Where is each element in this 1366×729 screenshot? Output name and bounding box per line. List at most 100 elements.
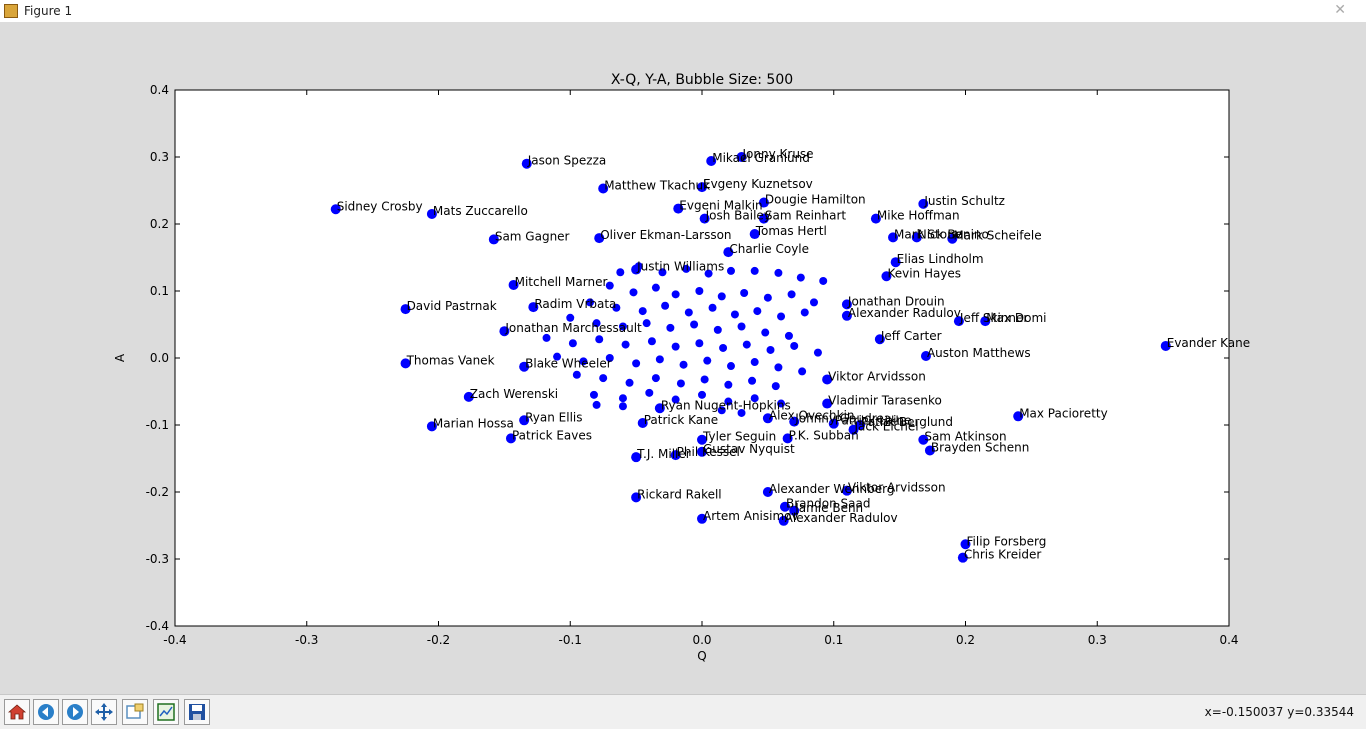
point-label: Mats Zuccarello [433,204,528,218]
data-point [841,485,852,496]
data-point [572,370,581,379]
data-point [713,325,722,334]
point-label: Josh Bailey [705,209,771,223]
x-tick-label: -0.4 [163,633,186,647]
window-title: Figure 1 [24,4,73,18]
figure-canvas[interactable]: X-Q, Y-A, Bubble Size: 500 Q A -0.4 -0.3-… [0,22,1366,694]
data-point [661,301,670,310]
data-point [796,273,805,282]
data-point [774,363,783,372]
scatter-chart[interactable]: X-Q, Y-A, Bubble Size: 500 Q A -0.4 -0.3-… [0,22,1366,694]
data-point [631,452,642,463]
data-point [632,359,641,368]
data-point [618,402,627,411]
home-icon [7,704,27,720]
point-label: Brayden Schenn [931,440,1029,454]
x-tick-label: -0.2 [427,633,450,647]
data-point [888,232,899,243]
data-point [953,316,964,327]
back-button[interactable] [33,699,59,725]
data-point [777,399,786,408]
data-point [599,374,608,383]
data-point [654,403,665,414]
data-point [679,360,688,369]
point-label: Patrick Laine [835,414,912,428]
point-label: Rickard Rakell [637,487,722,501]
home-button[interactable] [4,699,30,725]
data-point [706,156,717,167]
data-point [658,268,667,277]
zoom-rect-icon [126,703,144,719]
data-point [798,367,807,376]
data-point [790,341,799,350]
close-icon[interactable]: ✕ [1334,2,1346,18]
save-button[interactable] [184,699,210,725]
point-label: Mike Hoffman [877,209,960,223]
data-point [651,283,660,292]
matplotlib-app-icon [4,4,18,18]
zoom-button[interactable] [122,699,148,725]
pan-button[interactable] [91,699,117,725]
data-point [774,268,783,277]
data-point [737,322,746,331]
point-label: Chris Kreider [964,548,1042,562]
subplots-button[interactable] [153,699,179,725]
x-tick-label: 0.3 [1088,633,1107,647]
data-point [618,394,627,403]
data-point [749,229,760,240]
data-point [697,182,707,193]
data-point [1013,411,1024,422]
forward-button[interactable] [62,699,88,725]
data-point [697,434,707,445]
data-point [717,292,726,301]
data-point [766,345,775,354]
point-label: Gustav Nyquist [703,442,795,456]
data-point [724,380,733,389]
data-point [822,398,833,409]
data-point [592,400,601,409]
data-point [763,293,772,302]
data-point [638,307,647,316]
move-icon [95,703,113,721]
data-point [616,268,625,277]
data-point [789,416,800,427]
data-point [621,340,630,349]
point-label: Johnny Gaudreau [794,412,899,426]
point-label: Jonny Kruse [742,147,814,161]
data-point [629,288,638,297]
point-label: Alexander Radulov [848,306,961,320]
data-point [726,266,735,275]
point-label: Dougie Hamilton [765,193,866,207]
point-label: Jeff Carter [880,329,942,343]
data-point [605,281,614,290]
data-point [542,333,551,342]
data-point [890,257,901,268]
data-point [488,234,499,245]
data-point [605,354,614,362]
point-label: Patrick Eaves [512,428,592,442]
point-label: Sam Reinhart [765,209,846,223]
data-point [463,391,474,402]
data-point [676,379,685,388]
data-point [595,335,604,344]
y-axis-label: A [113,353,127,362]
point-label: Sam Atkinson [924,430,1006,444]
point-label: Max Domi [986,311,1046,325]
arrow-right-icon [67,704,83,720]
x-tick-label: -0.3 [295,633,318,647]
data-point [726,362,735,371]
data-point [697,446,707,457]
point-label: Viktor Arvidsson [828,369,926,383]
data-point [828,418,839,429]
point-label: Charlie Coyle [729,242,809,256]
data-point [666,323,675,332]
x-tick-label: 0.0 [692,633,711,647]
data-point [724,397,733,406]
navigation-toolbar: x=-0.150037 y=0.33544 [0,694,1366,729]
data-point [505,433,516,444]
data-point [750,358,759,367]
data-point [690,320,699,329]
point-label: Evgeny Kuznetsov [703,177,813,191]
data-point [695,287,704,295]
data-point [673,203,684,214]
